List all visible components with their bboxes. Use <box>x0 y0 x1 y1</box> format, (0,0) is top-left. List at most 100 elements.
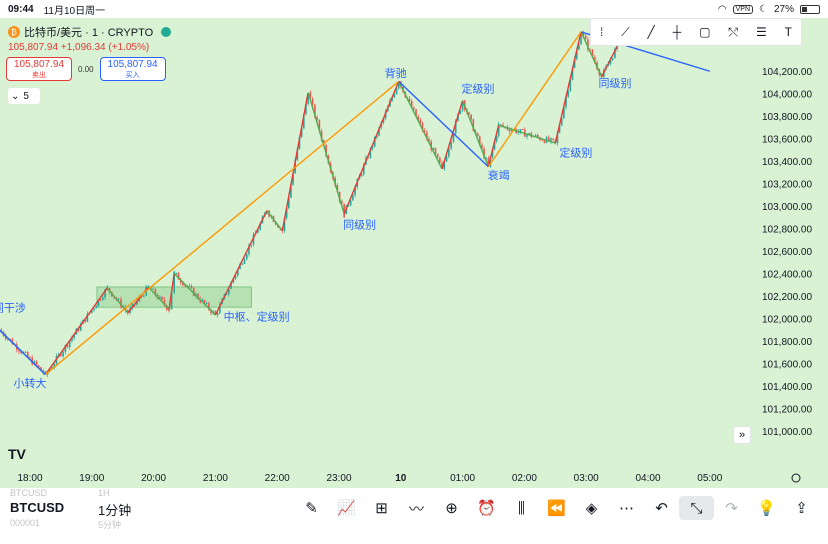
candle-body <box>248 245 250 255</box>
candle-body <box>591 49 594 58</box>
pen-icon[interactable]: ✎ <box>305 500 318 517</box>
candle-body <box>534 135 537 137</box>
text-tool-icon[interactable]: T <box>784 25 792 39</box>
candle-body <box>552 138 554 140</box>
candle-body <box>354 186 356 196</box>
layers-icon[interactable]: ◈ <box>585 500 598 517</box>
candle-body <box>68 340 71 348</box>
symbol-selector[interactable]: BTCUSD <box>10 500 65 515</box>
candle-body <box>51 367 53 369</box>
candle-body <box>526 134 528 137</box>
candle-body <box>303 114 305 129</box>
candle-body <box>177 272 180 280</box>
symbol-title[interactable]: 比特币/美元 · 1 · CRYPTO <box>24 27 154 39</box>
candle-body <box>487 158 490 166</box>
buy-price: 105,807.94 <box>107 59 158 70</box>
segment-stroke <box>45 80 400 376</box>
candle-body <box>452 133 455 142</box>
candle-body <box>283 218 286 231</box>
candle-body <box>120 299 122 308</box>
x-tick-label: 19:00 <box>79 473 104 484</box>
candle-body <box>567 90 569 97</box>
redo-icon[interactable]: ↷ <box>725 500 738 517</box>
annotation-label: 定级别 <box>462 82 495 96</box>
y-tick-label: 103,000.00 <box>762 202 812 213</box>
fullscreen-exit-icon[interactable]: ⤡ <box>679 496 714 520</box>
candle-body <box>64 345 67 352</box>
timeframe-selector[interactable]: 1分钟 <box>98 503 132 518</box>
add-icon[interactable]: ⊕ <box>445 500 458 517</box>
more-icon[interactable]: ⋯ <box>619 500 634 517</box>
alarm-icon[interactable]: ⏰ <box>477 500 496 517</box>
buy-button[interactable]: 105,807.94 买入 <box>99 57 166 81</box>
status-right: ◠ VPN ☾ 27% <box>718 4 820 15</box>
candle-body <box>170 292 173 310</box>
trend-compare-icon[interactable]: 〰 <box>408 500 424 518</box>
live-status-icon <box>161 27 172 37</box>
symbol-legend: ₿ 比特币/美元 · 1 · CRYPTO 105,807.94 +1,096.… <box>8 24 172 53</box>
path-tool-icon[interactable]: ⤲ <box>728 24 739 39</box>
candle-body <box>517 131 520 133</box>
ray-tool-icon[interactable]: ╱ <box>647 25 655 39</box>
trend-line-tool-icon[interactable]: ⟋ <box>621 24 630 39</box>
candle-body <box>543 140 546 143</box>
candle-body <box>216 312 219 316</box>
candle-body <box>367 157 369 159</box>
vertical-line-tool-icon[interactable]: ┼ <box>672 25 682 39</box>
pen-stroke <box>147 286 170 310</box>
candle-body <box>149 286 152 290</box>
sell-button[interactable]: 105,807.94 卖出 <box>6 57 72 81</box>
candle-body <box>547 137 550 142</box>
replay-icon[interactable]: ⏪ <box>547 500 566 517</box>
candle-body <box>38 365 40 368</box>
pen-stroke <box>601 46 618 78</box>
candle-body <box>154 288 157 296</box>
candle-body <box>44 371 47 374</box>
fib-tool-icon[interactable]: ☰ <box>755 25 767 39</box>
annotation-label: 同级别 <box>599 77 632 90</box>
candle-body <box>410 100 413 108</box>
pen-stroke <box>173 272 216 316</box>
y-tick-label: 101,200.00 <box>762 404 812 415</box>
grid-layout-icon[interactable]: ⊞ <box>375 500 388 517</box>
tradingview-logo-icon: TV <box>8 446 26 462</box>
y-tick-label: 103,400.00 <box>762 157 812 168</box>
candle-body <box>219 304 221 313</box>
candle-body <box>521 129 524 130</box>
chevron-down-icon: ⌄ <box>11 90 20 102</box>
annotation-label: 背驰 <box>385 66 407 80</box>
candle-body <box>347 205 350 206</box>
candle-body <box>250 244 253 246</box>
candles-icon[interactable]: ⫼ <box>518 499 525 517</box>
candle-body <box>290 184 292 198</box>
rectangle-tool-icon[interactable]: ▢ <box>699 25 711 39</box>
pen-stroke <box>214 210 268 316</box>
candle-body <box>587 39 589 50</box>
scroll-to-realtime-button[interactable]: » <box>733 426 751 444</box>
wifi-icon: ◠ <box>717 3 727 15</box>
battery-icon <box>800 4 820 14</box>
chart-area[interactable]: 104,200.00 104,000.00 103,800.00 103,600.00… <box>0 18 828 488</box>
indicators-toggle[interactable]: ⌄ 5 <box>8 88 40 104</box>
candle-body <box>257 230 259 233</box>
candle-body <box>393 94 396 98</box>
candle-body <box>73 334 75 338</box>
x-tick-label: 03:00 <box>574 473 599 484</box>
undo-icon[interactable]: ↶ <box>655 500 668 517</box>
candle-body <box>537 135 539 138</box>
candle-body <box>84 319 86 322</box>
candle-body <box>24 352 27 353</box>
share-icon[interactable]: ⇪ <box>795 500 808 517</box>
price-chart[interactable]: 104,200.00 104,000.00 103,800.00 103,600.00… <box>0 18 828 488</box>
indicators-icon[interactable]: 📈 <box>337 500 356 517</box>
candle-body <box>413 107 415 110</box>
candle-body <box>182 282 184 286</box>
candle-body <box>421 123 424 131</box>
y-tick-label: 102,800.00 <box>762 225 812 236</box>
candle-body <box>287 197 290 208</box>
idea-icon[interactable]: 💡 <box>757 500 776 517</box>
candle-body <box>18 349 20 352</box>
drag-handle-icon[interactable]: ⁞ <box>599 25 604 39</box>
annotation-label: 定级别 <box>559 146 592 160</box>
candle-body <box>168 309 170 312</box>
